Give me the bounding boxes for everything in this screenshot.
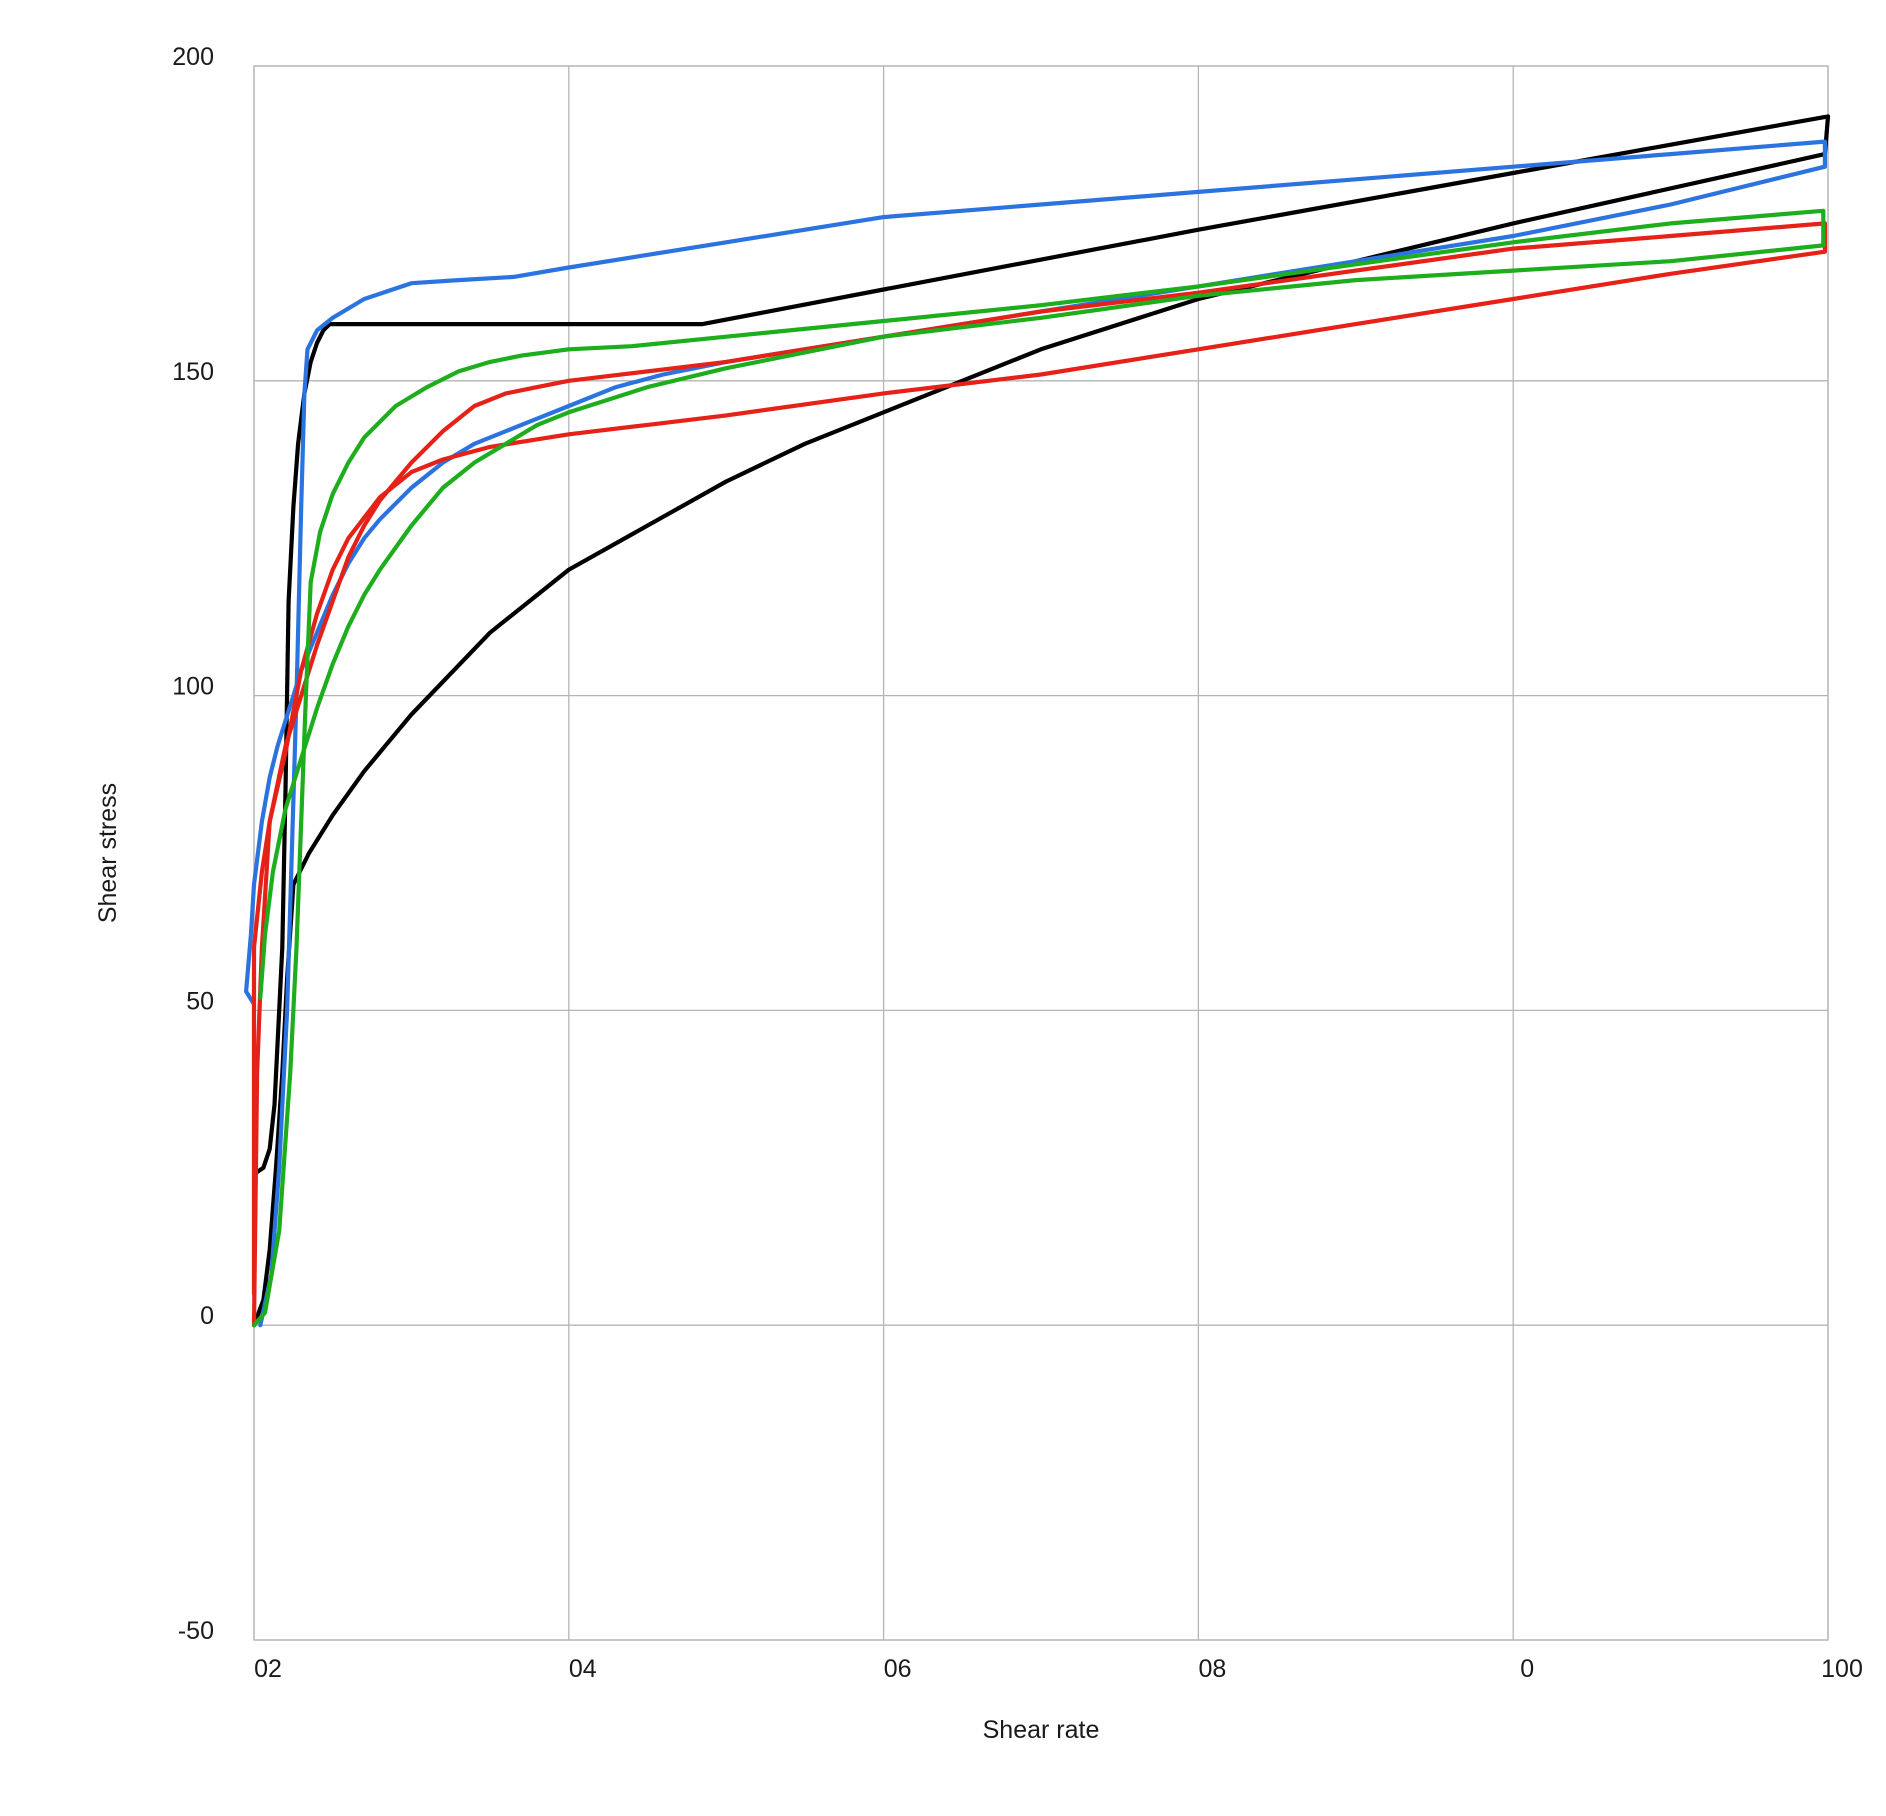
series-0-line-1 <box>251 152 1828 1328</box>
x-axis-label: Shear rate <box>983 1716 1100 1744</box>
series-3-line-0 <box>258 243 1826 1000</box>
x-tick-label: 02 <box>254 1655 282 1683</box>
y-tick-label: 100 <box>172 673 214 701</box>
y-tick-label: -50 <box>178 1617 214 1645</box>
x-tick-label: 0 <box>1520 1655 1534 1683</box>
series-2-line-0 <box>251 221 1828 1328</box>
series-1-line-1 <box>258 139 1828 1328</box>
x-tick-label: 04 <box>569 1655 597 1683</box>
grid <box>253 65 1829 1641</box>
series-group <box>244 114 1831 1328</box>
series-1-line-0 <box>244 164 1828 1007</box>
y-axis-label: Shear stress <box>94 783 122 923</box>
y-tick-label: 150 <box>172 358 214 386</box>
x-tick-label: 08 <box>1198 1655 1226 1683</box>
y-axis-ticks: -50 0 50 100 150 200 <box>172 43 214 1645</box>
y-tick-label: 50 <box>186 987 214 1015</box>
y-tick-label: 200 <box>172 43 214 71</box>
plot-area <box>253 65 1829 1641</box>
series-2-line-1 <box>251 221 1828 1296</box>
x-tick-label: 06 <box>884 1655 912 1683</box>
series-0-line-0 <box>251 114 1831 1177</box>
x-axis-ticks: 02 04 06 08 0 100 <box>254 1655 1863 1683</box>
series-2 <box>251 221 1828 1328</box>
x-tick-label: 100 <box>1821 1655 1863 1683</box>
series-0 <box>251 114 1831 1328</box>
series-3-line-1 <box>251 208 1826 1328</box>
series-3 <box>251 208 1826 1328</box>
y-tick-label: 0 <box>200 1302 214 1330</box>
